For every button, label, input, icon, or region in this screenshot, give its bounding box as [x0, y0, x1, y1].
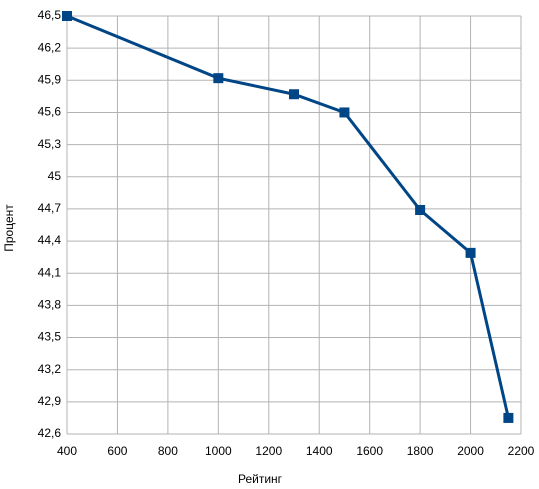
x-tick-label: 1400 [306, 444, 333, 458]
y-tick-label: 44,1 [38, 265, 62, 279]
y-tick-label: 42,9 [38, 394, 62, 408]
y-tick-label: 45 [48, 169, 62, 183]
point-marker [465, 247, 476, 258]
point-marker [213, 73, 224, 84]
x-tick-label: 2000 [457, 444, 484, 458]
point-marker [503, 412, 514, 423]
series-line [66, 14, 510, 419]
y-tick-label: 43,2 [38, 362, 62, 376]
x-tick-label: 1000 [205, 444, 232, 458]
y-tick-label: 43,5 [38, 330, 62, 344]
x-tick-label: 2200 [508, 444, 535, 458]
x-tick-label: 600 [107, 444, 127, 458]
y-tick-label: 44,4 [38, 233, 62, 247]
y-tick-label: 45,3 [38, 137, 62, 151]
y-tick-label: 45,6 [38, 105, 62, 119]
x-axis-label: Рейтинг [238, 472, 283, 486]
y-axis-label: Процент [2, 204, 16, 252]
y-tick-label: 44,7 [38, 201, 62, 215]
y-tick-label: 45,9 [38, 72, 62, 86]
x-tick-label: 800 [158, 444, 178, 458]
y-tick-label: 46,5 [38, 8, 62, 22]
y-tick-label: 46,2 [38, 40, 62, 54]
y-tick-label: 43,8 [38, 298, 62, 312]
x-tick-label: 400 [57, 444, 77, 458]
y-tick-label: 42,6 [38, 426, 62, 440]
point-marker [62, 11, 72, 21]
x-tick-label: 1800 [407, 444, 434, 458]
point-marker [415, 204, 426, 215]
x-tick-label: 1600 [356, 444, 383, 458]
x-tick-label: 1200 [255, 444, 282, 458]
point-marker [289, 89, 299, 100]
point-marker [339, 107, 350, 118]
